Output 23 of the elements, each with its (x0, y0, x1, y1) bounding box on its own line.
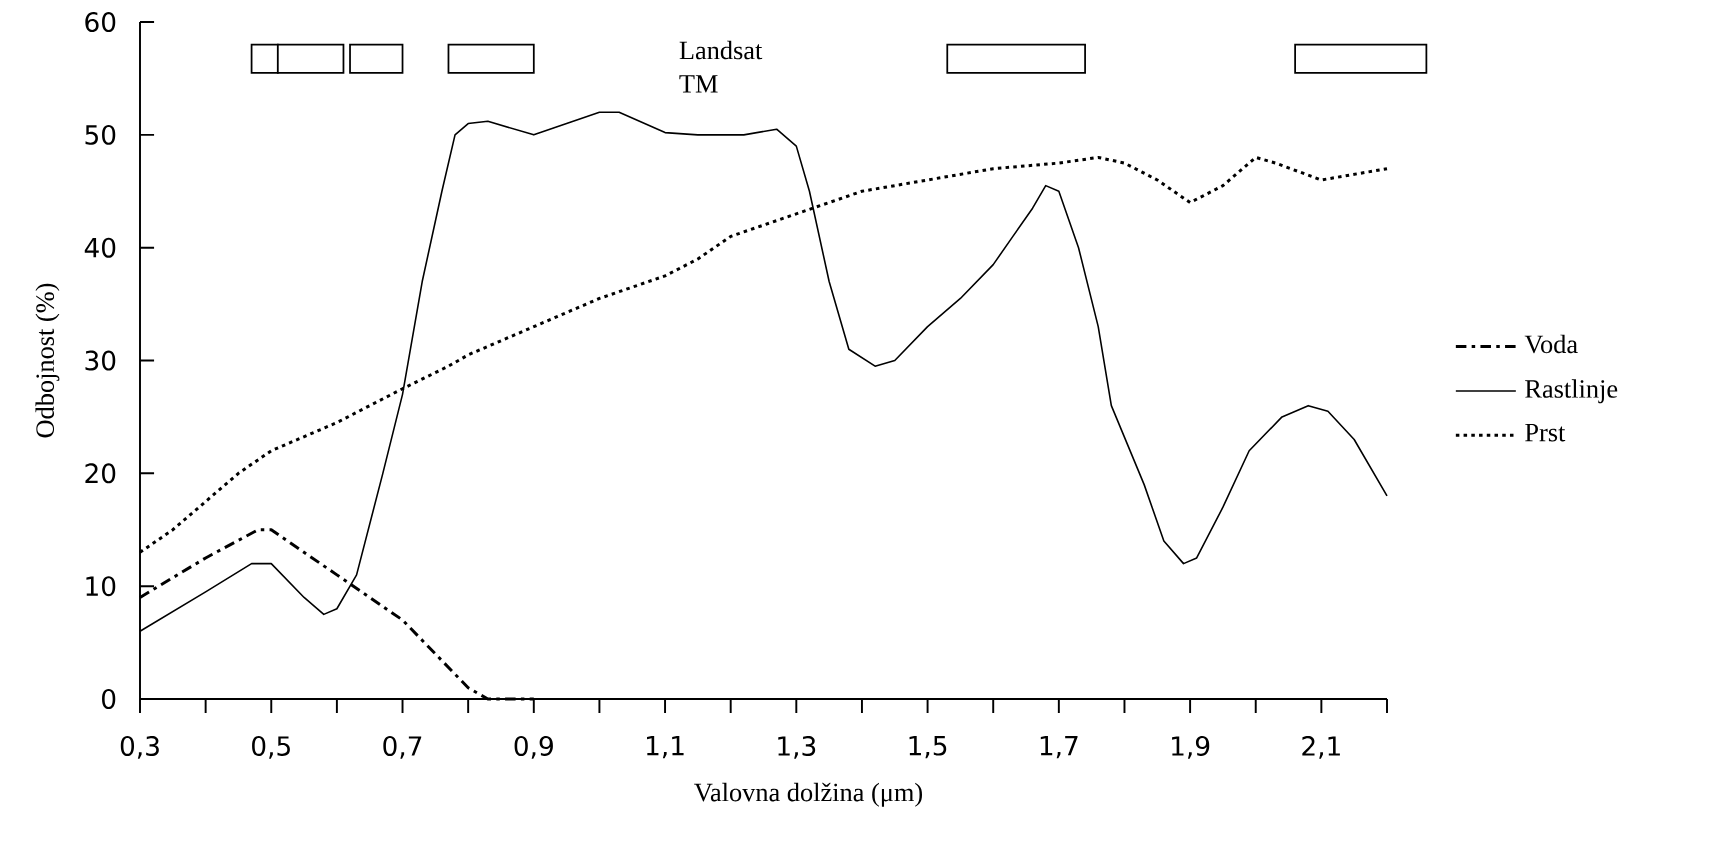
y-axis-title: Odbojnost (%) (35, 283, 60, 438)
x-tick-label: 1,1 (647, 736, 684, 759)
legend-label: Rastlinje (1525, 379, 1618, 404)
x-tick-label: 1,9 (1172, 736, 1210, 759)
y-tick-label: 60 (85, 12, 116, 32)
x-tick-label: 0,7 (383, 736, 422, 759)
x-axis-title: Valovna dolžina (μm) (694, 782, 923, 807)
y-tick-label: 40 (84, 237, 116, 258)
y-tick-label: 0 (102, 689, 116, 709)
y-tick-label: 20 (85, 463, 116, 484)
x-tick-label: 0,5 (252, 736, 290, 759)
y-tick-label: 10 (86, 576, 116, 597)
x-tick-label: 2,1 (1302, 736, 1340, 759)
y-tick-label: 30 (85, 350, 116, 371)
x-tick-label: 1,3 (778, 736, 816, 759)
x-tick-label: 0,9 (514, 736, 553, 759)
y-tick-label: 50 (85, 124, 116, 145)
x-tick-label: 0,3 (120, 736, 159, 759)
legend-label: Voda (1524, 334, 1578, 354)
legend-label: Prst (1525, 423, 1566, 442)
x-tick-label: 1,5 (909, 736, 947, 759)
x-tick-label: 1,7 (1040, 736, 1078, 759)
annotation: Landsat TM (679, 40, 763, 93)
